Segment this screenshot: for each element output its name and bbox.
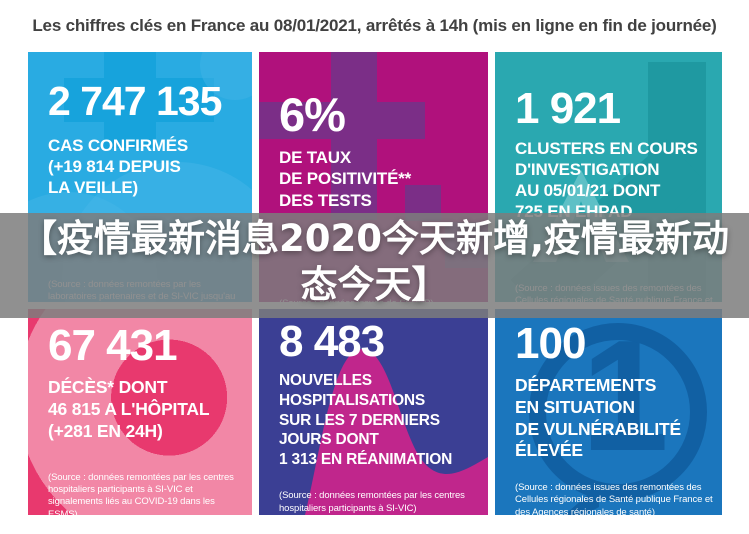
tile-departments: 1 100 DÉPARTEMENTS EN SITUATION DE VULNÉ…: [495, 309, 722, 515]
clusters-value: 1 921: [515, 84, 621, 133]
clusters-label: CLUSTERS EN COURS D'INVESTIGATION AU 05/…: [515, 139, 698, 222]
page-title: Les chiffres clés en France au 08/01/202…: [32, 16, 717, 35]
deaths-value: 67 431: [48, 321, 178, 370]
overlay-caption-line-1: 【疫情最新消息2020今天新增,疫情最新动: [19, 217, 730, 260]
deaths-label: DÉCÈS* DONT 46 815 A L'HÔPITAL (+281 EN …: [48, 377, 210, 441]
gray-overlay-band: [0, 213, 749, 318]
positivity-rate-label: DE TAUX DE POSITIVITÉ** DES TESTS: [279, 148, 412, 210]
plus-icon: [259, 102, 425, 139]
deaths-source: (Source : données remontées par les cent…: [48, 471, 234, 515]
overlay-caption-line-2: 态今天】: [300, 263, 449, 306]
departments-source: (Source : données issues des remontées d…: [515, 481, 713, 515]
tile-hospitalizations: 8 483 NOUVELLES HOSPITALISATIONS SUR LES…: [259, 309, 488, 515]
tile-deaths: 67 431 DÉCÈS* DONT 46 815 A L'HÔPITAL (+…: [28, 309, 252, 515]
confirmed-cases-value: 2 747 135: [48, 78, 222, 124]
header-bar: Les chiffres clés en France au 08/01/202…: [0, 0, 749, 52]
plus-icon: [64, 78, 214, 122]
confirmed-cases-label: CAS CONFIRMÉS (+19 814 DEPUIS LA VEILLE): [48, 136, 189, 198]
wave-icon: [305, 349, 488, 515]
departments-value: 100: [515, 319, 586, 368]
hospitalizations-label: NOUVELLES HOSPITALISATIONS SUR LES 7 DER…: [279, 372, 453, 468]
hospitalizations-source: (Source : données remontées par les cent…: [279, 490, 465, 514]
hospitalizations-value: 8 483: [279, 317, 385, 366]
departments-label: DÉPARTEMENTS EN SITUATION DE VULNÉRABILI…: [515, 375, 681, 461]
overlay-caption: 【疫情最新消息2020今天新增,疫情最新动 态今天】: [0, 216, 749, 308]
positivity-rate-value: 6%: [279, 88, 346, 141]
